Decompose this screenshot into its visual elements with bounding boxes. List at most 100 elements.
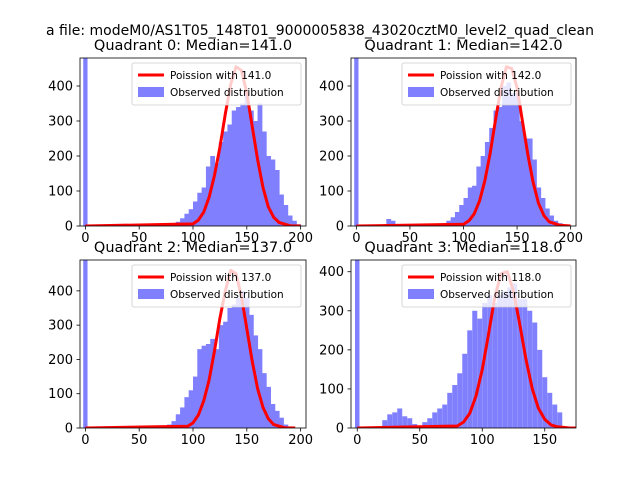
histogram-bar — [484, 142, 490, 226]
x-tick-label: 100 — [181, 433, 206, 448]
histogram-bar — [493, 110, 499, 226]
histogram-bar — [236, 107, 241, 226]
y-tick-label: 0 — [336, 220, 344, 235]
x-tick-label: 0 — [81, 433, 89, 448]
x-tick-label: 150 — [505, 231, 530, 246]
histogram-bar — [382, 420, 388, 428]
y-tick-label: 100 — [48, 387, 73, 402]
legend-hist-swatch — [138, 289, 164, 299]
histogram-bar — [477, 318, 483, 428]
histogram-bar — [231, 304, 237, 428]
histogram-bar — [354, 58, 359, 226]
legend-hist-label: Observed distribution — [440, 87, 554, 99]
histogram-bar — [292, 220, 297, 226]
x-tick-label: 100 — [451, 231, 476, 246]
legend-hist-label: Observed distribution — [170, 87, 284, 99]
legend-box — [401, 264, 572, 308]
histogram-bar — [472, 185, 477, 226]
y-tick-label: 300 — [319, 115, 344, 130]
histogram-bar — [180, 407, 185, 428]
legend: Poission with 118.0 Observed distribution — [401, 264, 572, 308]
histogram-bar — [248, 314, 254, 428]
histogram-bar — [218, 325, 224, 428]
y-tick-label: 400 — [319, 265, 344, 280]
histogram-bar — [402, 416, 408, 428]
legend-hist-label: Observed distribution — [170, 289, 284, 301]
histogram-bar — [492, 302, 498, 428]
x-tick-label: 150 — [532, 433, 557, 448]
histogram-bar — [201, 345, 207, 428]
histogram-bar — [532, 322, 538, 428]
plot-area — [355, 260, 576, 428]
histogram-bar — [397, 408, 403, 428]
histogram-bar — [454, 212, 460, 226]
histogram-bar — [482, 302, 488, 428]
histogram-bar — [422, 422, 428, 428]
histogram-bar — [274, 170, 280, 226]
histogram-bar — [210, 156, 216, 226]
plot-area — [83, 58, 302, 226]
subplot-quadrant-0: 0 50 100 150 200 0 100 200 300 400 Poission with 1… — [48, 38, 313, 246]
histogram-bar — [248, 110, 254, 226]
histogram-bar — [527, 310, 533, 428]
legend-hist-swatch — [408, 289, 434, 299]
y-tick-label: 400 — [319, 80, 344, 95]
histogram-bar — [287, 215, 293, 226]
histogram-bar — [197, 349, 203, 428]
histogram-bar — [188, 209, 194, 226]
histogram-bar — [549, 215, 554, 226]
legend-hist-label: Observed distribution — [440, 289, 554, 301]
x-tick-label: 150 — [234, 433, 259, 448]
legend-line-label: Poission with 142.0 — [440, 70, 541, 82]
y-tick-label: 100 — [319, 185, 344, 200]
histogram-bar — [447, 392, 453, 428]
histogram-bar — [517, 299, 523, 428]
x-tick-label: 0 — [353, 433, 361, 448]
histogram-bar — [557, 412, 563, 428]
axes-frame — [350, 259, 577, 429]
histogram-bar — [467, 330, 473, 428]
histogram-bar — [184, 213, 190, 226]
x-tick-label: 0 — [81, 231, 89, 246]
y-tick-label: 200 — [48, 150, 73, 165]
y-tick-label: 200 — [319, 343, 344, 358]
y-tick-label: 100 — [319, 382, 344, 397]
y-tick-label: 100 — [48, 185, 73, 200]
histogram-bar — [390, 220, 396, 226]
y-tick-label: 300 — [48, 319, 73, 334]
histogram-bar — [266, 156, 271, 226]
histogram-bar — [502, 86, 507, 226]
x-tick-label: 200 — [288, 433, 313, 448]
legend: Poission with 141.0 Observed distribution — [131, 62, 302, 106]
histogram-bar — [542, 377, 548, 428]
histogram-bar — [489, 128, 494, 226]
histogram-bar — [450, 217, 456, 226]
y-tick-label: 200 — [48, 353, 73, 368]
histogram-bar — [459, 205, 464, 226]
histogram-bar — [514, 93, 520, 226]
y-tick-label: 400 — [48, 284, 73, 299]
histogram-bar — [387, 414, 393, 428]
histogram-bar — [270, 404, 276, 428]
plot-area — [83, 260, 296, 428]
histogram-bar — [462, 353, 468, 428]
histogram-bar — [240, 103, 246, 226]
histogram-bar — [510, 93, 516, 226]
y-tick-label: 300 — [48, 115, 73, 130]
histogram-bar — [231, 110, 237, 226]
y-tick-label: 0 — [65, 422, 73, 437]
y-tick-label: 200 — [319, 150, 344, 165]
histogram-bar — [452, 385, 458, 428]
x-tick-label: 100 — [181, 231, 206, 246]
histogram-bar — [266, 386, 271, 428]
histogram-bar — [244, 297, 250, 428]
histogram-bar — [223, 131, 228, 226]
histogram-bar — [283, 205, 289, 226]
histogram-bar — [227, 308, 233, 428]
subplot-title: Quadrant 3: Median=118.0 — [364, 240, 562, 256]
histogram-bar — [180, 218, 185, 226]
histogram-bar — [257, 349, 263, 428]
legend-box — [131, 264, 302, 308]
histogram-bar — [463, 198, 469, 226]
